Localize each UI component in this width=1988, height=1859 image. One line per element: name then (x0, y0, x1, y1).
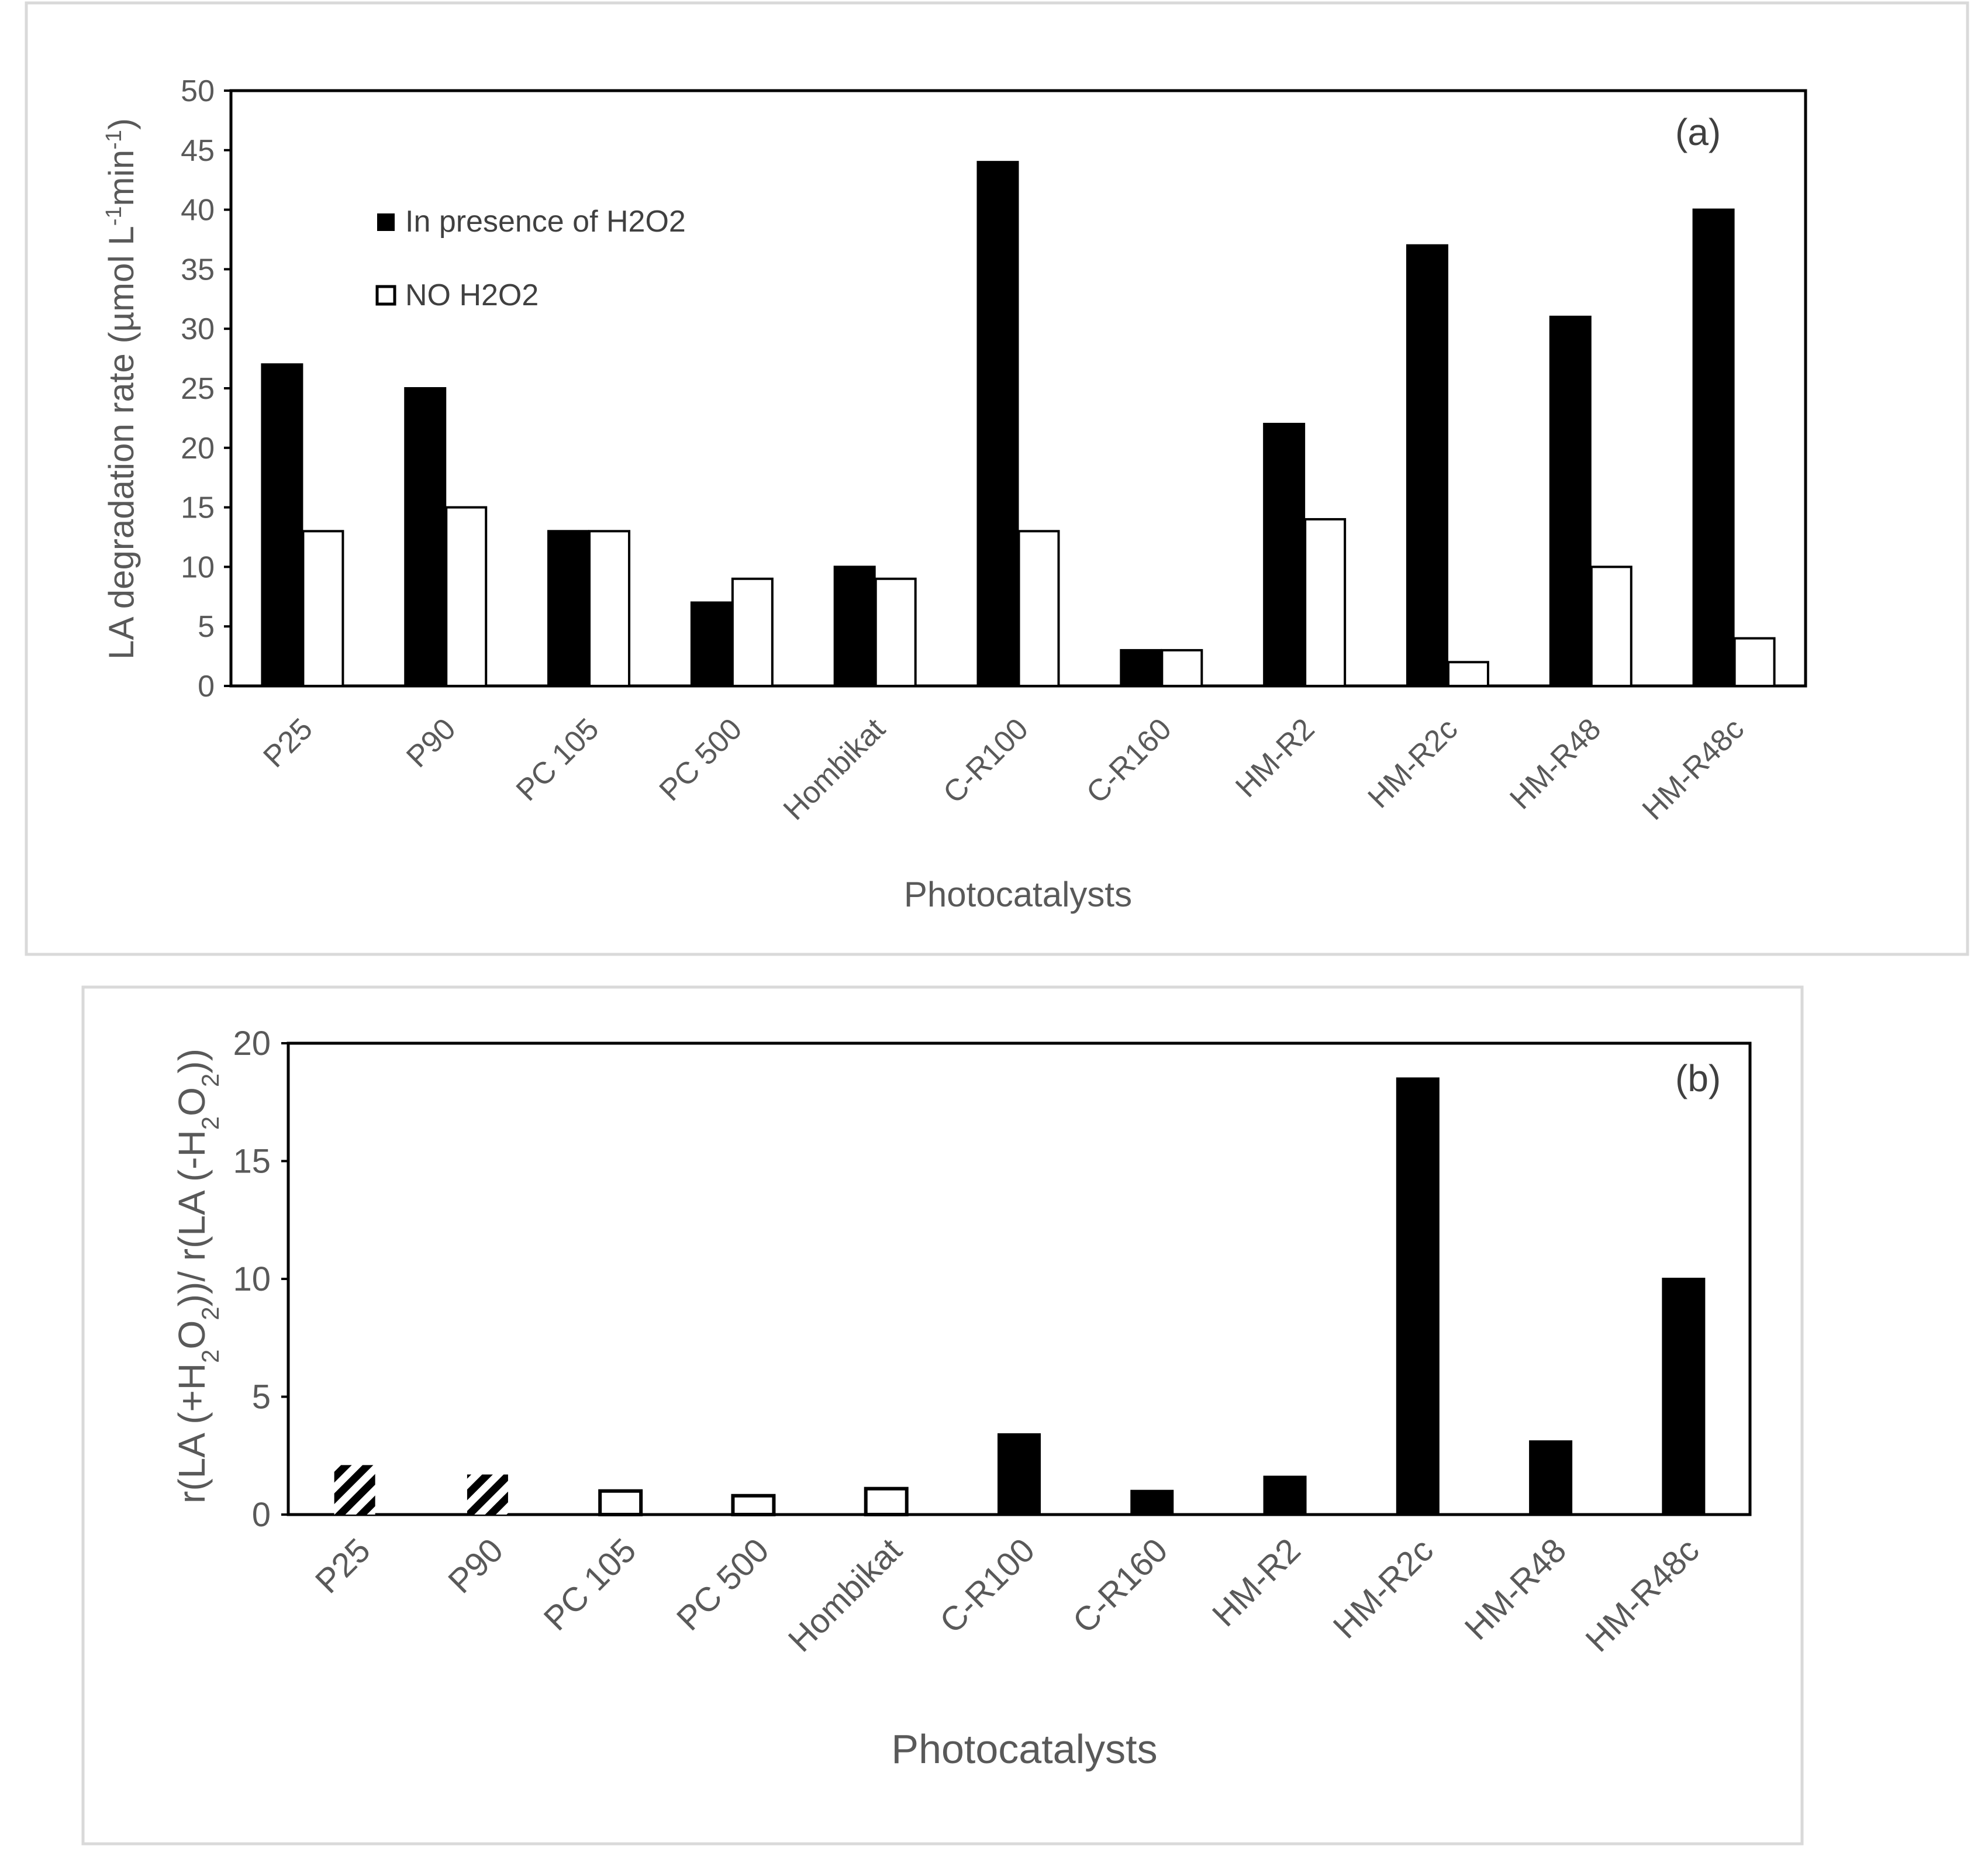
bar-a-h2o2-c-r100 (976, 161, 1019, 688)
bar-a-h2o2-pc-105 (547, 530, 590, 687)
panel-b-y-tick-label: 5 (252, 1378, 271, 1416)
bar-b-c-r160 (1130, 1489, 1174, 1516)
panel-a-y-tick-label: 25 (181, 372, 215, 406)
bar-b-hm-r48 (1529, 1440, 1573, 1516)
panel-a-y-tick-label: 5 (198, 610, 215, 644)
panel-b-y-tick-label: 10 (233, 1260, 271, 1298)
panel-a-y-tick-label: 45 (181, 134, 215, 168)
bar-b-pc-500 (731, 1494, 776, 1517)
bar-a-h2o2-p25 (261, 363, 303, 687)
panel-a-y-tick-label: 10 (181, 550, 215, 584)
panel-b-y-ticks: 0 5 10 15 20 (233, 1025, 288, 1534)
bar-a-no-h2o2-p25 (302, 530, 344, 687)
legend-label-no-h2o2: NO H2O2 (405, 278, 539, 312)
panel-a-legend: In presence of H2O2 NO H2O2 (375, 205, 686, 312)
panel-a-y-tick-label: 30 (181, 312, 215, 346)
bar-b-hm-r48c (1662, 1278, 1706, 1516)
bar-a-no-h2o2-hm-r48c (1733, 637, 1776, 688)
panel-a-label: (a) (1675, 111, 1721, 153)
bar-b-p25 (334, 1465, 375, 1515)
legend-label-h2o2: In presence of H2O2 (405, 205, 686, 239)
bar-b-hm-r2 (1263, 1475, 1307, 1516)
bar-a-h2o2-hm-r48 (1549, 315, 1592, 687)
bar-a-h2o2-hm-r48c (1692, 208, 1735, 688)
legend-swatch-h2o2 (377, 213, 395, 231)
panel-a-y-tick-label: 0 (198, 670, 215, 703)
bar-a-h2o2-p90 (404, 387, 447, 687)
bar-a-h2o2-c-r160 (1120, 649, 1162, 688)
bar-a-no-h2o2-hm-r2 (1304, 518, 1347, 688)
bar-b-p90 (467, 1474, 508, 1515)
panel-a-y-tick-label: 50 (181, 74, 215, 108)
bar-b-c-r100 (998, 1433, 1041, 1516)
bar-a-h2o2-hombikat (833, 565, 876, 688)
panel-a-y-ticks: 0 5 10 15 20 25 30 35 40 45 50 (181, 74, 231, 703)
panel-a-y-axis-title: LA degradation rate (µmol L-1min-1) (102, 118, 141, 660)
panel-b-y-tick-label: 0 (252, 1496, 271, 1534)
bar-a-h2o2-hm-r2 (1263, 423, 1306, 688)
bar-a-h2o2-pc-500 (690, 601, 733, 687)
panel-a-y-tick-label: 40 (181, 194, 215, 227)
bar-a-no-h2o2-hm-r48 (1590, 565, 1632, 688)
bar-a-no-h2o2-c-r100 (1017, 530, 1060, 687)
bar-a-no-h2o2-p90 (445, 506, 488, 687)
bar-a-no-h2o2-hm-r2c (1447, 661, 1489, 688)
bar-a-no-h2o2-hombikat (874, 577, 917, 688)
bar-a-h2o2-hm-r2c (1406, 244, 1448, 687)
panel-a-bars (261, 161, 1776, 688)
bar-b-hm-r2c (1396, 1077, 1440, 1516)
bar-b-hombikat (864, 1486, 909, 1516)
bar-b-pc-105 (598, 1489, 643, 1516)
panel-a-x-axis-title: Photocatalysts (904, 875, 1132, 914)
panel-a-y-tick-label: 35 (181, 253, 215, 287)
panel-a-y-tick-label: 20 (181, 432, 215, 465)
panel-b-label: (b) (1675, 1057, 1721, 1099)
panel-a-y-tick-label: 15 (181, 491, 215, 525)
legend-swatch-no-h2o2 (375, 285, 396, 306)
panel-b-y-tick-label: 20 (233, 1025, 271, 1063)
panel-b-bars (334, 1077, 1706, 1517)
panel-b-y-tick-label: 15 (233, 1143, 271, 1181)
bar-a-no-h2o2-c-r160 (1161, 649, 1203, 688)
bar-a-no-h2o2-pc-105 (588, 530, 631, 687)
bar-a-no-h2o2-pc-500 (731, 577, 774, 688)
panel-b-x-axis-title: Photocatalysts (891, 1726, 1157, 1772)
